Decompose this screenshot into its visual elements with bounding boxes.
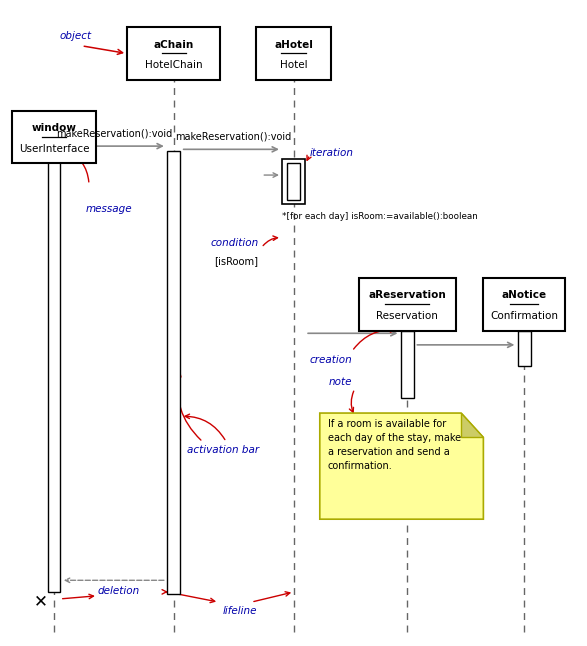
Text: window: window [32, 123, 76, 133]
Bar [287, 163, 300, 200]
FancyBboxPatch shape [12, 110, 96, 163]
FancyBboxPatch shape [127, 27, 221, 80]
Text: Hotel: Hotel [279, 60, 308, 70]
FancyBboxPatch shape [255, 27, 332, 80]
Bar [401, 331, 414, 398]
FancyBboxPatch shape [359, 278, 456, 331]
Text: iteration: iteration [310, 147, 354, 158]
Bar [167, 151, 180, 594]
Text: object: object [60, 30, 92, 41]
Text: lifeline: lifeline [222, 606, 257, 616]
Text: If a room is available for
each day of the stay, make
a reservation and send a
c: If a room is available for each day of t… [328, 419, 461, 472]
Polygon shape [320, 413, 483, 519]
Text: [isRoom]: [isRoom] [214, 256, 258, 266]
Text: UserInterface: UserInterface [19, 143, 89, 154]
Text: makeReservation():void: makeReservation():void [56, 129, 172, 138]
Text: message: message [86, 204, 133, 214]
Text: note: note [328, 377, 352, 387]
Text: creation: creation [309, 355, 352, 365]
Polygon shape [461, 413, 483, 437]
Text: aChain: aChain [154, 39, 194, 50]
Bar [282, 159, 305, 204]
Text: deletion: deletion [98, 585, 140, 596]
FancyBboxPatch shape [483, 278, 565, 331]
Text: *[for each day] isRoom:=available():boolean: *[for each day] isRoom:=available():bool… [282, 213, 478, 222]
Text: Reservation: Reservation [376, 311, 438, 321]
Text: ✕: ✕ [34, 592, 48, 610]
Text: HotelChain: HotelChain [145, 60, 203, 70]
Text: aReservation: aReservation [369, 291, 446, 300]
Text: activation bar: activation bar [187, 445, 259, 455]
Bar [518, 331, 531, 366]
Text: aHotel: aHotel [274, 39, 313, 50]
Text: aNotice: aNotice [502, 291, 547, 300]
Text: condition: condition [210, 238, 258, 247]
Text: makeReservation():void: makeReservation():void [176, 132, 292, 141]
Text: Confirmation: Confirmation [490, 311, 558, 321]
Bar [48, 148, 60, 592]
